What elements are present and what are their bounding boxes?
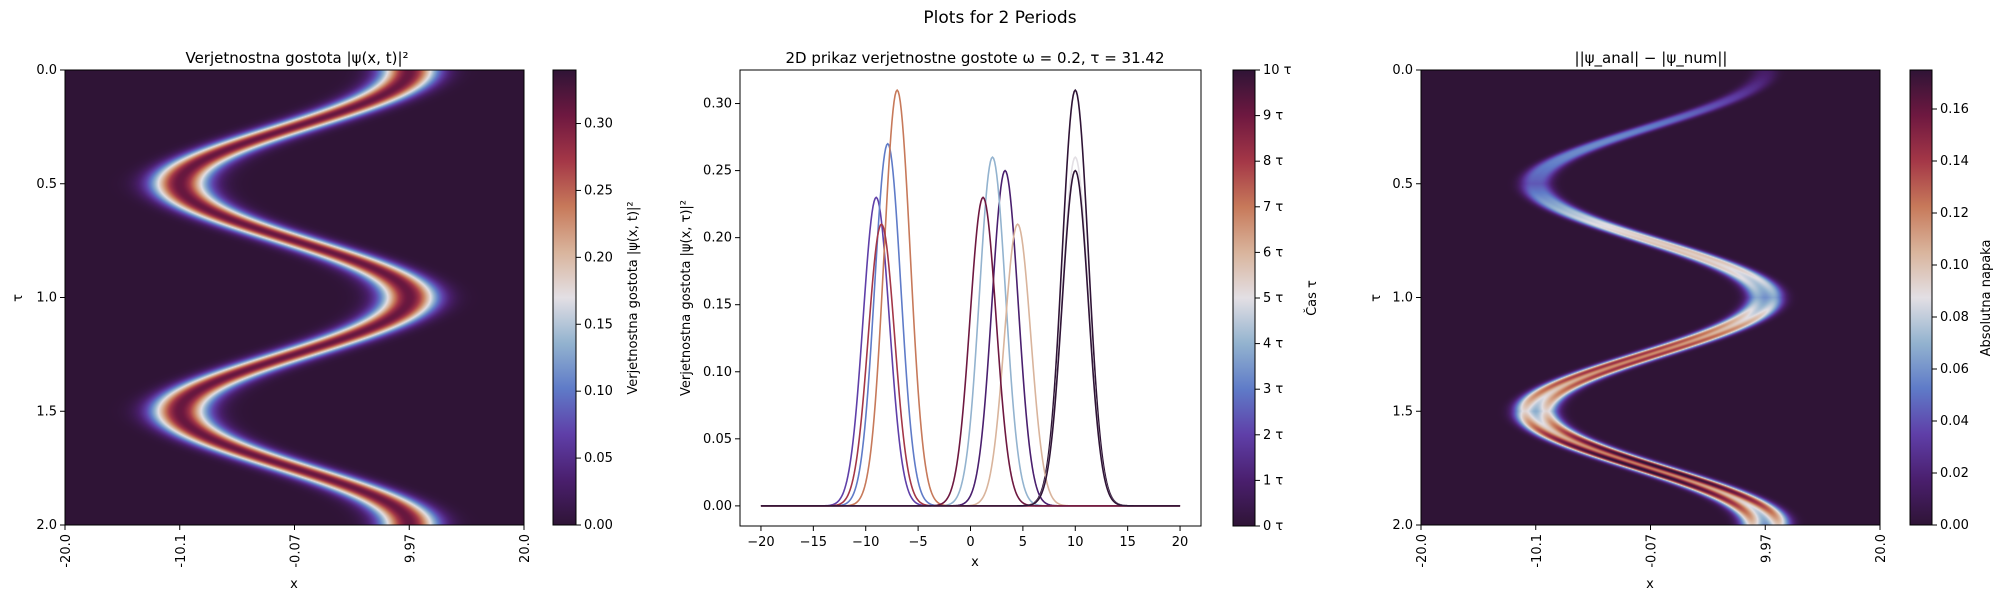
x-tick-label: 10 [1067, 535, 1084, 550]
heatmap1-x-label: x [290, 577, 298, 592]
heatmap2-y-ticks: 0.0 0.5 1.0 1.5 2.0 [1392, 63, 1421, 533]
colorbar-tick-label: 9 τ [1263, 109, 1283, 124]
heatmap1-y-label: τ [11, 294, 26, 302]
y-tick-label: 0.5 [36, 177, 57, 192]
colorbar-tick-label: 0.00 [584, 518, 613, 533]
colorbar-tick-label: 0.30 [584, 117, 613, 132]
colorbar-tick-label: 10 τ [1263, 63, 1292, 78]
lineplot-x-label: x [971, 555, 979, 570]
x-tick-label: -10.1 [174, 534, 189, 568]
heatmap1-colorbar [552, 69, 577, 526]
colorbar-tick-label: 8 τ [1263, 154, 1283, 169]
x-tick-label: -10.1 [1530, 534, 1545, 568]
lineplot-colorbar-label: Čas τ [1304, 280, 1320, 316]
colorbar-tick-label: 0.06 [1940, 362, 1969, 377]
lineplot-series [760, 88, 1181, 507]
colorbar-tick-label: 2 τ [1263, 428, 1283, 443]
heatmap2-colorbar-ticks: 0.00 0.02 0.04 0.06 0.08 0.10 0.12 0.14 0.16 [1932, 102, 1969, 533]
colorbar-tick-label: 5 τ [1263, 291, 1283, 306]
x-tick-label: −10 [852, 535, 879, 550]
colorbar-tick-label: 0.04 [1940, 414, 1969, 429]
colorbar-tick-label: 0.16 [1940, 102, 1969, 117]
y-tick-label: 0.30 [703, 97, 732, 112]
y-tick-label: 2.0 [1392, 518, 1413, 533]
colorbar-tick-label: 0.15 [584, 317, 613, 332]
density-line-t10 [760, 169, 1181, 507]
heatmap1-colorbar-ticks: 0.00 0.05 0.10 0.15 0.20 0.25 0.30 [576, 117, 613, 533]
x-tick-label: 20.0 [518, 534, 533, 563]
x-tick-label: -20.0 [1415, 534, 1430, 568]
lineplot-y-ticks: 0.00 0.05 0.10 0.15 0.20 0.25 0.30 [703, 97, 740, 514]
y-tick-label: 0.0 [36, 63, 57, 78]
colorbar-tick-label: 4 τ [1263, 337, 1283, 352]
heatmap2-colorbar [1909, 69, 1933, 526]
colorbar-tick-label: 6 τ [1263, 245, 1283, 260]
lineplot-colorbar-ticks: 0 τ 1 τ 2 τ 3 τ 4 τ 5 τ 6 τ 7 τ 8 τ 9 τ 10 τ [1255, 63, 1292, 534]
x-tick-label: −20 [747, 535, 774, 550]
colorbar-tick-label: 0.00 [1940, 518, 1969, 533]
heatmap2-colorbar-label: Absolutna napaka [1979, 240, 1994, 357]
colorbar-tick-label: 0.08 [1940, 310, 1969, 325]
y-tick-label: 0.20 [703, 231, 732, 246]
lineplot-title: 2D prikaz verjetnostne gostote ω = 0.2, … [786, 49, 1165, 67]
heatmap2-image [1421, 70, 1880, 525]
y-tick-label: 0.10 [703, 365, 732, 380]
colorbar-tick-label: 0.10 [1940, 258, 1969, 273]
x-tick-label: 20.0 [1874, 534, 1889, 563]
heatmap2-title: ||ψ_anal| − |ψ_num|| [1575, 49, 1728, 68]
figure-title: Plots for 2 Periods [923, 8, 1077, 28]
lineplot-x-ticks: −20 −15 −10 −5 0 5 10 15 20 [747, 526, 1188, 550]
heatmap1-image [65, 70, 524, 525]
colorbar-tick-label: 3 τ [1263, 382, 1283, 397]
y-tick-label: 0.0 [1392, 63, 1413, 78]
heatmap1-x-ticks: -20.0 -10.1 -0.07 9.97 20.0 [59, 525, 533, 568]
y-tick-label: 1.0 [36, 291, 57, 306]
y-tick-label: 2.0 [36, 518, 57, 533]
x-tick-label: 5 [1019, 535, 1027, 550]
y-tick-label: 0.05 [703, 432, 732, 447]
y-tick-label: 0.15 [703, 298, 732, 313]
colorbar-tick-label: 0.10 [584, 384, 613, 399]
heatmap1-title: Verjetnostna gostota |ψ(x, t)|² [185, 49, 408, 67]
heatmap1-y-ticks: 0.0 0.5 1.0 1.5 2.0 [36, 63, 65, 533]
colorbar-tick-label: 0 τ [1263, 519, 1283, 534]
heatmap1-colorbar-label: Verjetnostna gostota |ψ(x, t)|² [626, 201, 641, 394]
y-tick-label: 0.25 [703, 164, 732, 179]
x-tick-label: 9.97 [403, 534, 418, 563]
heatmap2-x-ticks: -20.0 -10.1 -0.07 9.97 20.0 [1415, 525, 1889, 568]
colorbar-tick-label: 0.12 [1940, 206, 1969, 221]
x-tick-label: -20.0 [59, 534, 74, 568]
colorbar-tick-label: 7 τ [1263, 200, 1283, 215]
y-tick-label: 0.5 [1392, 177, 1413, 192]
x-tick-label: −5 [909, 535, 928, 550]
x-tick-label: -0.07 [1645, 534, 1660, 568]
panel-error-heatmap: ||ψ_anal| − |ψ_num|| 0.0 0.5 1.0 1.5 2.0 -20… [1369, 49, 1994, 592]
y-tick-label: 1.0 [1392, 291, 1413, 306]
x-tick-label: 20 [1172, 535, 1189, 550]
y-tick-label: 1.5 [1392, 404, 1413, 419]
heatmap2-y-label: τ [1369, 294, 1384, 302]
colorbar-tick-label: 0.05 [584, 451, 613, 466]
colorbar-tick-label: 0.02 [1940, 466, 1969, 481]
panel-density-lines: 2D prikaz verjetnostne gostote ω = 0.2, … [679, 49, 1320, 570]
colorbar-tick-label: 0.25 [584, 183, 613, 198]
x-tick-label: 15 [1119, 535, 1136, 550]
lineplot-y-label: Verjetnostna gostota |ψ(x, τ)|² [679, 200, 694, 396]
y-tick-label: 1.5 [36, 404, 57, 419]
x-tick-label: 9.97 [1759, 534, 1774, 563]
heatmap2-x-label: x [1646, 577, 1654, 592]
colorbar-tick-label: 0.14 [1940, 154, 1969, 169]
colorbar-tick-label: 1 τ [1263, 473, 1283, 488]
x-tick-label: −15 [800, 535, 827, 550]
y-tick-label: 0.00 [703, 499, 732, 514]
lineplot-frame [739, 69, 1202, 527]
colorbar-tick-label: 0.20 [584, 250, 613, 265]
x-tick-label: -0.07 [289, 534, 304, 568]
x-tick-label: 0 [966, 535, 974, 550]
lineplot-colorbar [1232, 69, 1256, 527]
panel-density-heatmap: Verjetnostna gostota |ψ(x, t)|² 0.0 0.5 1.… [11, 49, 641, 592]
